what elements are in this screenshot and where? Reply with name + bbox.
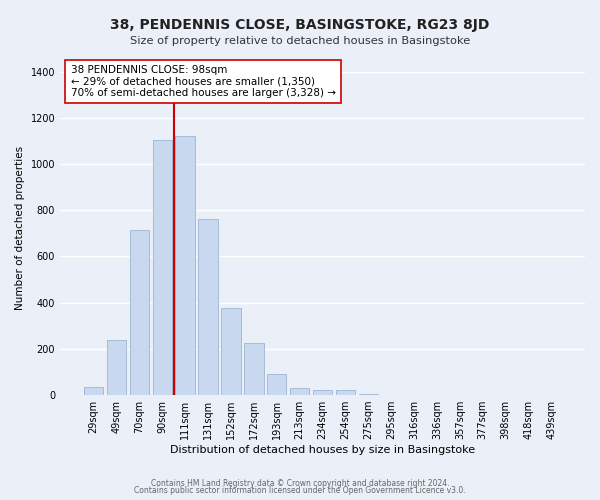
Bar: [130, 230, 149, 395]
Bar: [221, 308, 241, 395]
Bar: [313, 390, 332, 395]
Bar: [290, 388, 310, 395]
Y-axis label: Number of detached properties: Number of detached properties: [15, 146, 25, 310]
Bar: [267, 374, 286, 395]
Text: Contains public sector information licensed under the Open Government Licence v3: Contains public sector information licen…: [134, 486, 466, 495]
Bar: [175, 136, 195, 395]
X-axis label: Distribution of detached houses by size in Basingstoke: Distribution of detached houses by size …: [170, 445, 475, 455]
Text: 38, PENDENNIS CLOSE, BASINGSTOKE, RG23 8JD: 38, PENDENNIS CLOSE, BASINGSTOKE, RG23 8…: [110, 18, 490, 32]
Bar: [359, 394, 378, 395]
Text: Size of property relative to detached houses in Basingstoke: Size of property relative to detached ho…: [130, 36, 470, 46]
Bar: [199, 220, 218, 395]
Bar: [152, 140, 172, 395]
Bar: [244, 343, 263, 395]
Bar: [335, 390, 355, 395]
Bar: [84, 387, 103, 395]
Bar: [107, 340, 126, 395]
Text: 38 PENDENNIS CLOSE: 98sqm
← 29% of detached houses are smaller (1,350)
70% of se: 38 PENDENNIS CLOSE: 98sqm ← 29% of detac…: [71, 65, 335, 98]
Text: Contains HM Land Registry data © Crown copyright and database right 2024.: Contains HM Land Registry data © Crown c…: [151, 478, 449, 488]
